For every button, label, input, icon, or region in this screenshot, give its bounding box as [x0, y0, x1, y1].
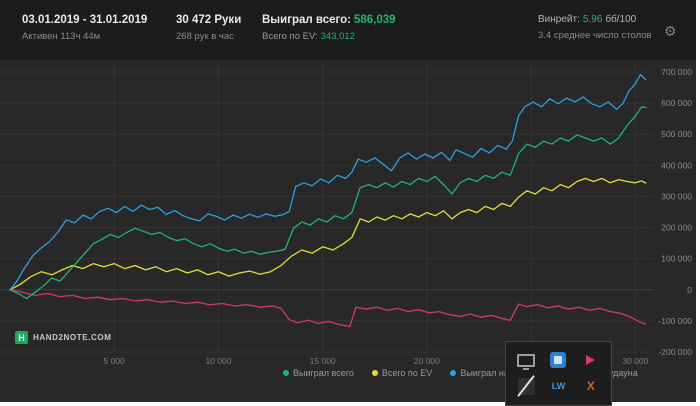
hands-block: 30 472 Руки 268 рук в час	[176, 14, 241, 42]
x-axis-label: 30 000	[622, 356, 648, 366]
y-axis-label: 500 000	[661, 129, 692, 139]
avg-tables: 3.4 среднее число столов	[538, 30, 652, 41]
settings-gear-icon[interactable]: ⚙	[664, 23, 677, 39]
x-axis-label: 5 000	[104, 356, 126, 366]
legend-item[interactable]: Выиграл всего	[283, 368, 354, 378]
chart-series	[9, 177, 647, 291]
winnings-block: Выиграл всего: 586,039 Всего по EV: 343,01…	[262, 14, 396, 42]
hand2note-logo-icon: H	[15, 331, 28, 344]
won-total-label: Выиграл всего:	[262, 14, 351, 26]
winrate-value: 5.96	[582, 14, 603, 25]
y-axis-label: 700 000	[661, 67, 692, 77]
ev-total-label: Всего по EV:	[262, 31, 318, 42]
x-axis-label: 20 000	[414, 356, 440, 366]
winrate-label: Винрейт:	[538, 14, 580, 25]
ev-total-value: 343,012	[320, 31, 355, 42]
legend-label: Выиграл всего	[293, 368, 354, 378]
legend-item[interactable]: Всего по EV	[371, 368, 433, 378]
y-axis-label: 200 000	[661, 223, 692, 233]
legend-dot-icon	[371, 370, 378, 376]
lw-app-icon[interactable]: LW	[551, 381, 566, 391]
date-range-block: 03.01.2019 - 31.01.2019 Активен 113ч 44м	[22, 14, 147, 42]
legend-dot-icon	[283, 370, 289, 376]
pen-tool-icon[interactable]	[515, 375, 537, 397]
hand2note-logo-text: HAND2NOTE.COM	[33, 333, 112, 342]
date-range: 03.01.2019 - 31.01.2019	[22, 14, 148, 26]
chart-series	[9, 73, 647, 291]
y-axis-label: -100 000	[658, 316, 692, 326]
system-tray-overflow: LW X	[505, 341, 612, 406]
chart-series	[9, 106, 647, 300]
y-axis-label: 300 000	[661, 191, 692, 201]
chart-series	[9, 289, 647, 328]
x-axis-label: 15 000	[310, 356, 336, 366]
winrate-unit: бб/100	[605, 14, 637, 25]
y-axis-label: -200 000	[658, 347, 692, 357]
legend-label: Всего по EV	[381, 368, 433, 378]
winrate-block: Винрейт: 5.96 бб/100 3.4 среднее число сто…	[538, 14, 652, 41]
blue-app-icon[interactable]	[547, 349, 569, 371]
winnings-chart: 700 000 600 000 500 000 400 000 300 000 200 0…	[0, 64, 692, 366]
x-app-icon[interactable]: X	[586, 379, 595, 393]
won-total-value: 586,039	[353, 14, 396, 26]
x-axis-label: 10 000	[205, 356, 231, 366]
hand2note-logo: H HAND2NOTE.COM	[15, 331, 111, 344]
active-time: Активен 113ч 44м	[22, 31, 101, 42]
play-triangle-icon[interactable]	[580, 349, 602, 371]
legend-dot-icon	[450, 370, 457, 376]
hands-count: 30 472 Руки	[176, 14, 242, 26]
stats-header: 03.01.2019 - 31.01.2019 Активен 113ч 44м…	[0, 0, 696, 60]
y-axis-label: 100 000	[661, 254, 692, 264]
display-icon[interactable]	[515, 349, 537, 371]
red-app-icon[interactable]	[515, 401, 537, 405]
hands-per-hour: 268 рук в час	[176, 31, 234, 42]
y-axis-label: 600 000	[661, 98, 692, 108]
y-axis-label: 0	[687, 285, 692, 295]
y-axis-label: 400 000	[661, 160, 692, 170]
